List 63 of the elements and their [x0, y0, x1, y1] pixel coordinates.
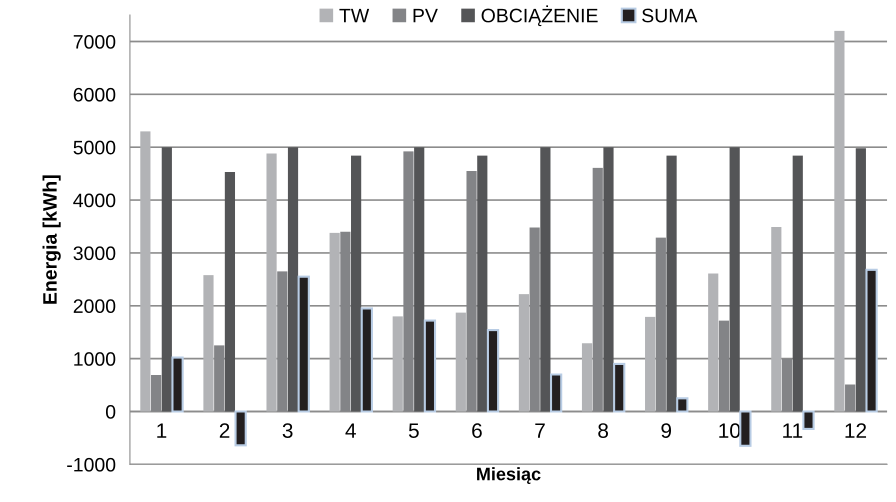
- legend-label: SUMA: [642, 8, 698, 22]
- legend-label: OBCIĄŻENIE: [482, 5, 598, 26]
- bar: [856, 148, 866, 412]
- bar: [802, 410, 815, 430]
- bar: [540, 147, 550, 412]
- y-axis-title: Energia [kWh]: [42, 175, 61, 304]
- bar: [360, 307, 373, 413]
- y-tick-label: 6000: [74, 88, 116, 102]
- bar: [645, 316, 656, 412]
- bar: [234, 410, 247, 446]
- bar: [708, 274, 718, 412]
- bar: [518, 294, 530, 412]
- bar: [834, 30, 844, 412]
- y-tick-label: -1000: [67, 458, 116, 472]
- x-tick-label: 3: [282, 423, 293, 438]
- y-tick-label: 3000: [74, 246, 116, 260]
- y-tick-label: 7000: [74, 34, 116, 49]
- bar: [603, 147, 614, 412]
- bar: [666, 156, 677, 412]
- x-tick-label: 10: [719, 423, 740, 438]
- bar: [330, 232, 340, 412]
- y-tick-label: 1000: [74, 352, 116, 366]
- bar: [392, 316, 403, 412]
- y-tick-label: 5000: [74, 140, 116, 154]
- bar: [203, 275, 214, 412]
- x-tick-label: 4: [345, 423, 356, 438]
- bar: [676, 397, 688, 413]
- bar: [266, 154, 277, 412]
- bar: [224, 172, 236, 412]
- bar: [792, 156, 803, 412]
- y-tick-label: 2000: [74, 299, 116, 314]
- bar: [288, 147, 298, 412]
- bar: [414, 147, 424, 412]
- x-tick-label: 2: [220, 423, 230, 438]
- y-tick-label: 0: [106, 404, 116, 419]
- bar: [613, 362, 626, 413]
- bar: [477, 156, 488, 412]
- bar: [456, 312, 466, 412]
- bar: [486, 329, 500, 413]
- x-tick-label: 8: [598, 423, 608, 438]
- bar: [739, 410, 752, 447]
- bar: [550, 373, 562, 413]
- x-tick-label: 5: [408, 423, 419, 438]
- bar: [162, 147, 172, 412]
- bar: [771, 227, 782, 412]
- bar: [171, 356, 184, 413]
- x-tick-label: 1: [157, 423, 166, 438]
- y-tick-label: 4000: [73, 194, 116, 208]
- legend-label: TW: [339, 8, 370, 22]
- x-axis-title: Miesiąc: [477, 467, 541, 484]
- x-tick-label: 9: [661, 423, 672, 438]
- bar: [424, 320, 436, 413]
- bar: [865, 268, 878, 413]
- bar: [730, 147, 740, 412]
- bar: [298, 276, 310, 413]
- x-tick-label: 7: [535, 423, 545, 438]
- x-tick-label: 11: [783, 423, 802, 438]
- bar: [582, 343, 592, 412]
- bar: [351, 156, 362, 412]
- x-tick-label: 6: [472, 423, 482, 438]
- x-tick-label: 12: [845, 423, 866, 438]
- bar: [140, 131, 150, 412]
- legend-label: PV: [414, 8, 438, 22]
